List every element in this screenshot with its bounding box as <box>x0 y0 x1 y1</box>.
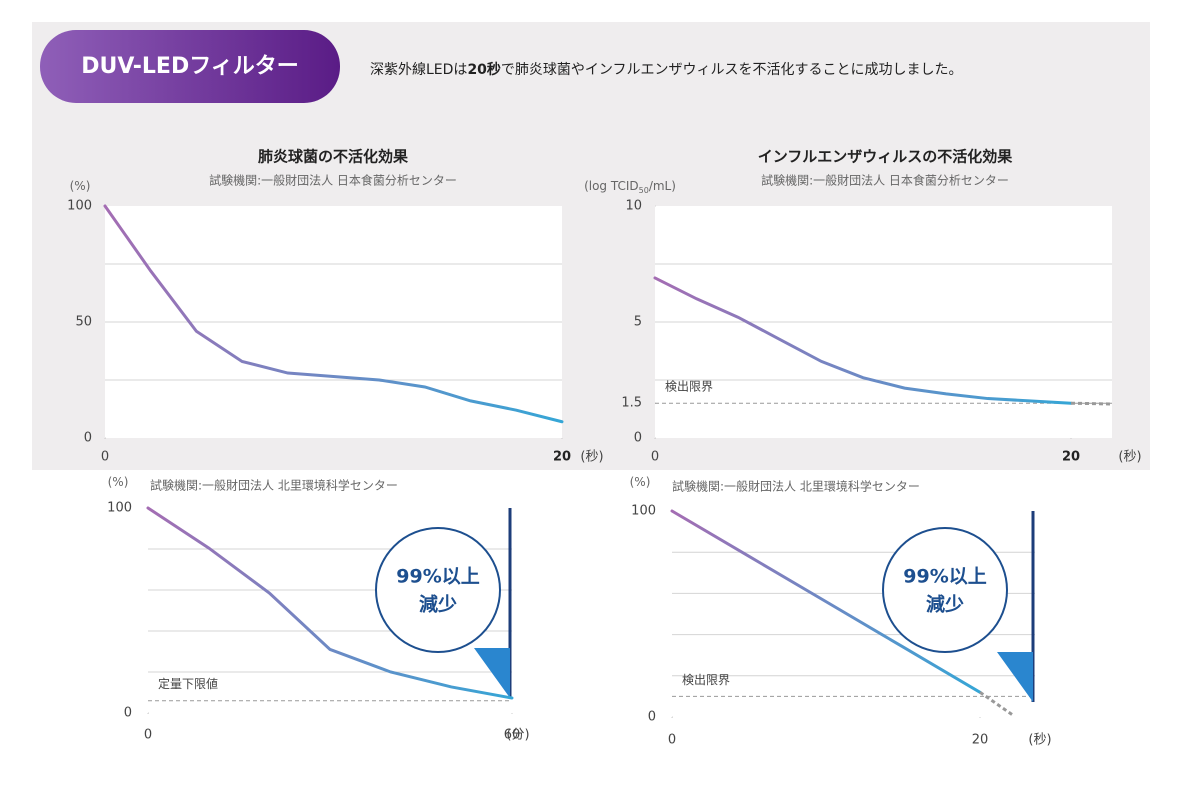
y-unit: (log TCID50/mL) <box>584 179 676 195</box>
x-tick-label: 20 <box>972 733 989 748</box>
y-unit-part: (%) <box>630 475 651 489</box>
chart-title: インフルエンザウィルスの不活化効果 <box>758 148 1014 166</box>
y-tick-label: 0 <box>124 706 132 721</box>
y-unit-part: 50 <box>639 186 649 195</box>
chart-subtitle: 試験機関:一般財団法人 日本食菌分析センター <box>209 173 457 188</box>
y-tick-label: 100 <box>67 199 92 214</box>
series-line <box>670 509 982 694</box>
y-unit: (%) <box>630 475 651 489</box>
x-tick-label: 0 <box>668 733 676 748</box>
x-tick-label: 60 <box>504 728 521 743</box>
chart-subtitle: 試験機関:一般財団法人 日本食菌分析センター <box>761 173 1009 188</box>
badge-text: 99%以上 <box>396 566 479 588</box>
x-tick-label: 0 <box>651 450 659 465</box>
y-tick-label: 50 <box>75 315 92 330</box>
threshold-label: 定量下限値 <box>158 676 218 691</box>
y-unit-part: (log TCID <box>584 179 639 193</box>
header-text: 深紫外線LEDは20秒で肺炎球菌やインフルエンザウィルスを不活化することに成功し… <box>370 61 963 78</box>
header-badge <box>40 30 340 103</box>
x-unit: (秒) <box>1118 450 1141 465</box>
x-tick-label: 20 <box>553 450 571 465</box>
header-badge-text: DUV-LEDフィルター <box>81 54 299 79</box>
chart-title: 肺炎球菌の不活化効果 <box>258 148 409 166</box>
series-line <box>146 506 514 700</box>
badge-text: 減少 <box>926 593 964 616</box>
y-unit: (%) <box>108 475 129 489</box>
y-unit-part: /mL) <box>649 179 676 193</box>
series-line <box>103 204 564 424</box>
badge-triangle <box>997 652 1033 702</box>
y-unit-part: (%) <box>70 179 91 193</box>
y-tick-label: 0 <box>648 710 656 725</box>
x-tick-label: 0 <box>144 728 152 743</box>
y-unit-part: (%) <box>108 475 129 489</box>
badge-text: 減少 <box>419 593 457 616</box>
x-unit: (分) <box>506 728 529 743</box>
y-tick-label: 0 <box>84 431 92 446</box>
y-tick-label: 10 <box>625 199 642 214</box>
threshold-label: 検出限界 <box>682 673 730 687</box>
x-unit: (秒) <box>580 450 603 465</box>
y-tick-label: 5 <box>634 315 642 330</box>
header-text-b: で肺炎球菌やインフルエンザウィルスを不活化することに成功しました。 <box>501 62 963 78</box>
badge-text: 99%以上 <box>903 566 986 588</box>
badge-circle <box>882 527 1008 653</box>
chart-subtitle: 試験機関:一般財団法人 北里環境科学センター <box>150 478 398 493</box>
badge-circle <box>375 527 501 653</box>
y-tick-label: 100 <box>107 501 132 516</box>
x-unit: (秒) <box>1028 733 1051 748</box>
y-tick-label: 0 <box>634 431 642 446</box>
x-tick-label: 0 <box>101 450 109 465</box>
y-unit: (%) <box>70 179 91 193</box>
header-text-a: 深紫外線LEDは <box>370 62 467 78</box>
badge-triangle <box>474 648 510 698</box>
y-tick-label: 100 <box>631 504 656 519</box>
x-tick-label: 20 <box>1062 450 1080 465</box>
threshold-label: 検出限界 <box>665 380 713 394</box>
y-tick-label: 1.5 <box>621 396 642 411</box>
chart-subtitle: 試験機関:一般財団法人 北里環境科学センター <box>672 479 920 494</box>
header-text-bold: 20秒 <box>467 61 500 78</box>
series-line <box>653 276 1073 405</box>
